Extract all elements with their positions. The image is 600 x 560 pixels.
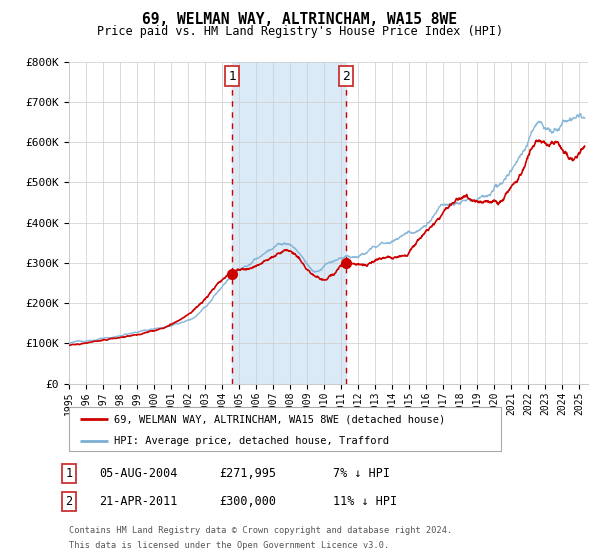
Text: £300,000: £300,000 — [219, 494, 276, 508]
Text: 1: 1 — [228, 69, 236, 82]
Text: 1: 1 — [65, 466, 73, 480]
Text: 21-APR-2011: 21-APR-2011 — [99, 494, 178, 508]
Text: This data is licensed under the Open Government Licence v3.0.: This data is licensed under the Open Gov… — [69, 542, 389, 550]
Text: 2: 2 — [65, 494, 73, 508]
Bar — [232, 62, 346, 384]
Text: 69, WELMAN WAY, ALTRINCHAM, WA15 8WE: 69, WELMAN WAY, ALTRINCHAM, WA15 8WE — [143, 12, 458, 27]
Text: 2: 2 — [343, 69, 350, 82]
Text: 7% ↓ HPI: 7% ↓ HPI — [333, 466, 390, 480]
Text: 11% ↓ HPI: 11% ↓ HPI — [333, 494, 397, 508]
Text: Contains HM Land Registry data © Crown copyright and database right 2024.: Contains HM Land Registry data © Crown c… — [69, 526, 452, 535]
Text: 69, WELMAN WAY, ALTRINCHAM, WA15 8WE (detached house): 69, WELMAN WAY, ALTRINCHAM, WA15 8WE (de… — [115, 414, 446, 424]
Text: 05-AUG-2004: 05-AUG-2004 — [99, 466, 178, 480]
Text: HPI: Average price, detached house, Trafford: HPI: Average price, detached house, Traf… — [115, 436, 389, 446]
Text: £271,995: £271,995 — [219, 466, 276, 480]
Text: Price paid vs. HM Land Registry's House Price Index (HPI): Price paid vs. HM Land Registry's House … — [97, 25, 503, 38]
